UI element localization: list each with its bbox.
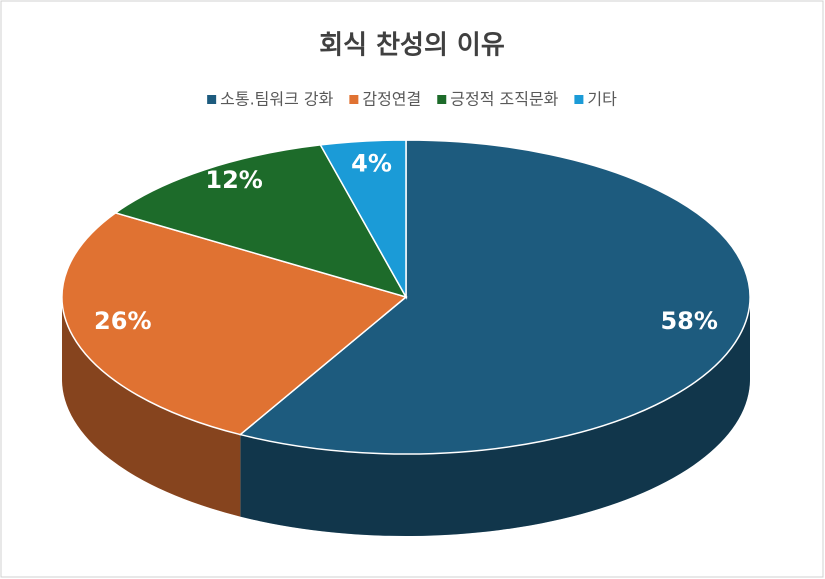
legend-swatch: [437, 95, 447, 104]
chart-title: 회식 찬성의 이유: [319, 31, 505, 61]
slice-side-shade: [240, 297, 750, 536]
data-label: 26%: [94, 307, 151, 335]
slice: [61, 212, 408, 436]
data-label: 12%: [205, 166, 262, 194]
data-label: 4%: [351, 149, 392, 177]
data-label: 58%: [660, 307, 717, 335]
slice: [319, 139, 407, 300]
legend-label: 기타: [587, 90, 617, 109]
legend-swatch: [574, 95, 584, 104]
slice-side: [240, 297, 750, 536]
slice-side: [61, 297, 241, 517]
legend: 소통.팀워크 강화 감정연결 긍정적 조직문화 기타: [207, 90, 617, 109]
legend-swatch: [207, 95, 217, 104]
legend-swatch: [349, 95, 359, 104]
slice: [113, 144, 408, 299]
legend-label: 소통.팀워크 강화: [220, 90, 333, 109]
legend-label: 감정연결: [362, 90, 421, 109]
slice-side-shade: [61, 297, 241, 517]
slice: [238, 139, 751, 455]
legend-label: 긍정적 조직문화: [450, 90, 558, 109]
